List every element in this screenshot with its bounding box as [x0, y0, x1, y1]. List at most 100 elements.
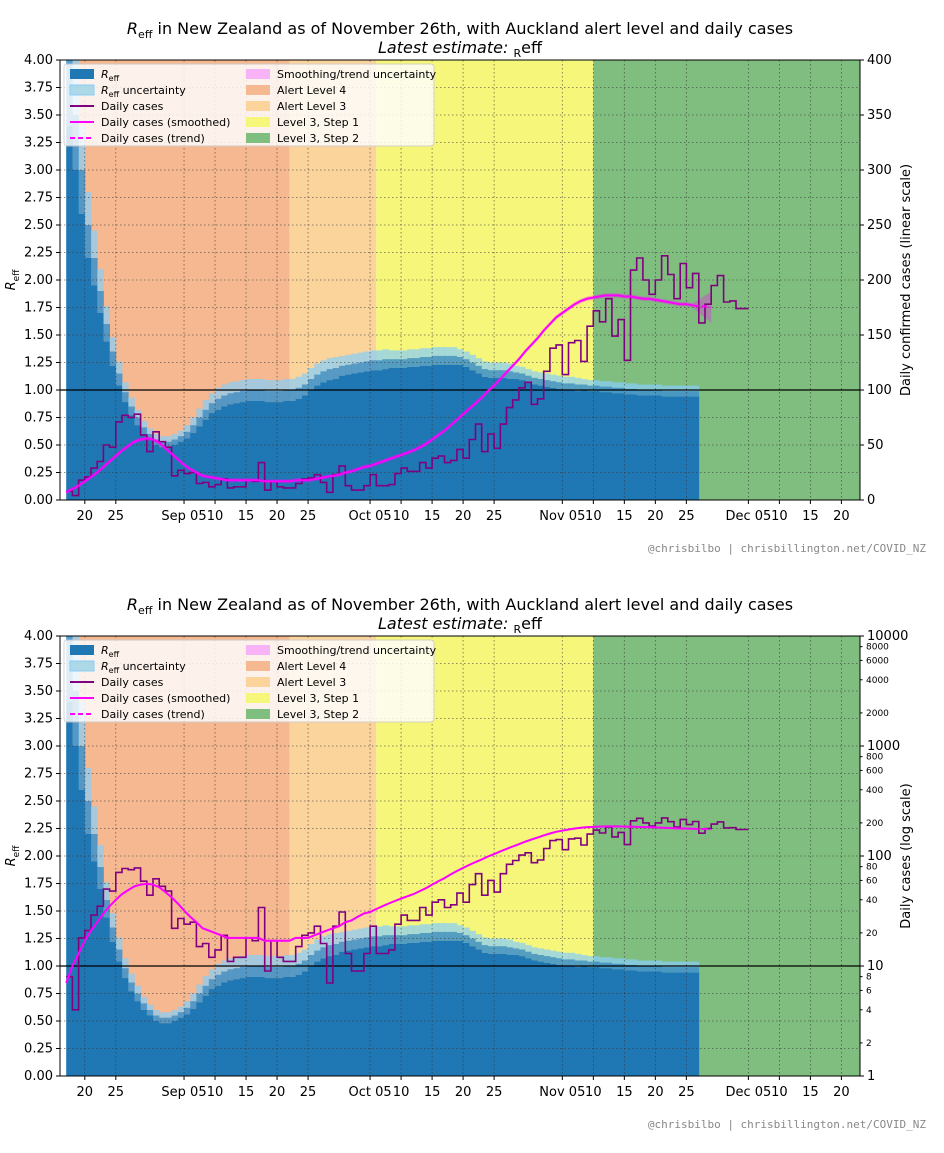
left-axis-label: Reff: [4, 845, 22, 867]
reff-bar: [295, 398, 303, 500]
reff-uncertainty-band: [134, 985, 142, 1002]
legend-label: Smoothing/trend uncertainty: [277, 644, 437, 657]
reff-inner-band: [487, 946, 495, 954]
reff-bar: [636, 395, 644, 500]
left-axis-label-part: R: [4, 281, 19, 290]
reff-bar: [568, 966, 576, 1076]
x-tick-label: 20: [833, 509, 850, 524]
reff-inner-band: [574, 384, 582, 392]
reff-inner-band: [134, 993, 142, 1002]
reff-inner-band: [394, 935, 402, 944]
right-minor-tick-label: 4000: [866, 676, 889, 686]
reff-inner-band: [202, 985, 210, 996]
reff-bar: [655, 971, 662, 1076]
reff-bar: [531, 960, 538, 1076]
left-tick-label: 1.25: [24, 356, 53, 371]
daily-cases-line: [66, 817, 749, 1011]
x-tick-label: 20: [269, 1085, 286, 1100]
reff-uncertainty-band: [122, 958, 129, 979]
reff-bar: [574, 967, 582, 1076]
reff-bar: [450, 940, 458, 1076]
reff-bar: [425, 941, 433, 1076]
reff-inner-band: [463, 935, 470, 943]
reff-uncertainty-band: [264, 956, 272, 979]
reff-bar: [159, 1023, 166, 1076]
reff-uncertainty-band: [407, 349, 414, 367]
reff-bar: [456, 364, 464, 500]
right-minor-tick-label: 800: [866, 753, 883, 763]
reff-bar: [512, 379, 520, 500]
left-tick-label: 2.25: [24, 822, 53, 837]
right-minor-tick-label: 8: [866, 973, 872, 983]
right-tick-label: 100: [867, 383, 892, 398]
reff-bar: [345, 950, 352, 1076]
reff-bar: [680, 396, 687, 500]
reff-inner-band: [537, 955, 545, 962]
reff-inner-band: [401, 359, 408, 368]
reff-inner-band: [481, 369, 489, 377]
reff-bar: [208, 989, 216, 1076]
x-tick-label: 25: [486, 509, 503, 524]
legend-label-part: Alert Level 3: [277, 676, 346, 689]
legend-label-part: Daily cases (trend): [101, 708, 205, 721]
reff-inner-band: [345, 940, 352, 951]
reff-inner-band: [500, 946, 507, 954]
reff-inner-band: [84, 801, 92, 834]
reff-inner-band: [537, 379, 545, 386]
reff-inner-band: [630, 388, 638, 395]
reff-inner-band: [91, 258, 98, 286]
reff-inner-band: [115, 373, 123, 386]
x-tick-label: 10: [207, 509, 224, 524]
reff-inner-band: [531, 953, 538, 961]
reff-inner-band: [308, 955, 315, 966]
reff-inner-band: [146, 434, 154, 440]
reff-inner-band: [283, 966, 290, 977]
reff-bar: [122, 978, 129, 1076]
reff-inner-band: [661, 391, 669, 397]
left-tick-label: 1.75: [24, 301, 53, 316]
legend-swatch: [246, 85, 270, 95]
reff-inner-band: [115, 949, 123, 962]
reff-inner-band: [128, 406, 135, 416]
reff-bar: [525, 958, 532, 1076]
reff-inner-band: [450, 355, 458, 365]
right-minor-tick-label: 6000: [866, 656, 889, 666]
reff-uncertainty-band: [456, 925, 464, 941]
reff-bar: [444, 364, 452, 500]
reff-inner-band: [78, 746, 86, 790]
reff-bar: [215, 409, 222, 500]
legend-label: Alert Level 3: [277, 100, 346, 113]
reff-uncertainty-band: [314, 939, 321, 962]
reff-inner-band: [692, 391, 700, 397]
legend-label: Daily cases (trend): [101, 708, 205, 721]
reff-bar: [363, 947, 371, 1076]
right-minor-tick-label: 6: [866, 986, 872, 996]
reff-bar: [332, 955, 340, 1076]
reff-inner-band: [339, 365, 346, 376]
reff-inner-band: [562, 383, 569, 390]
legend-swatch: [246, 661, 270, 671]
reff-inner-band: [438, 931, 445, 941]
left-tick-label: 0.75: [24, 987, 53, 1002]
right-minor-tick-label: 200: [866, 819, 883, 829]
legend-swatch: [246, 645, 270, 655]
reff-bar: [122, 402, 129, 500]
reff-bar: [246, 401, 253, 500]
reff-inner-band: [568, 959, 576, 966]
legend-label: Reff: [101, 644, 120, 659]
reff-inner-band: [227, 393, 235, 405]
x-tick-label: 20: [77, 509, 94, 524]
reff-inner-band: [84, 225, 92, 258]
reff-bar: [394, 944, 402, 1076]
right-minor-tick-label: 80: [866, 863, 878, 873]
reff-inner-band: [128, 982, 135, 992]
right-minor-tick-label: 600: [866, 766, 883, 776]
reff-bar: [66, 702, 73, 1076]
reff-inner-band: [332, 368, 340, 379]
reff-bar: [673, 396, 681, 500]
reff-bar: [636, 971, 644, 1076]
x-tick-label: 20: [647, 509, 664, 524]
reff-uncertainty-band: [686, 961, 693, 973]
reff-inner-band: [475, 941, 483, 950]
